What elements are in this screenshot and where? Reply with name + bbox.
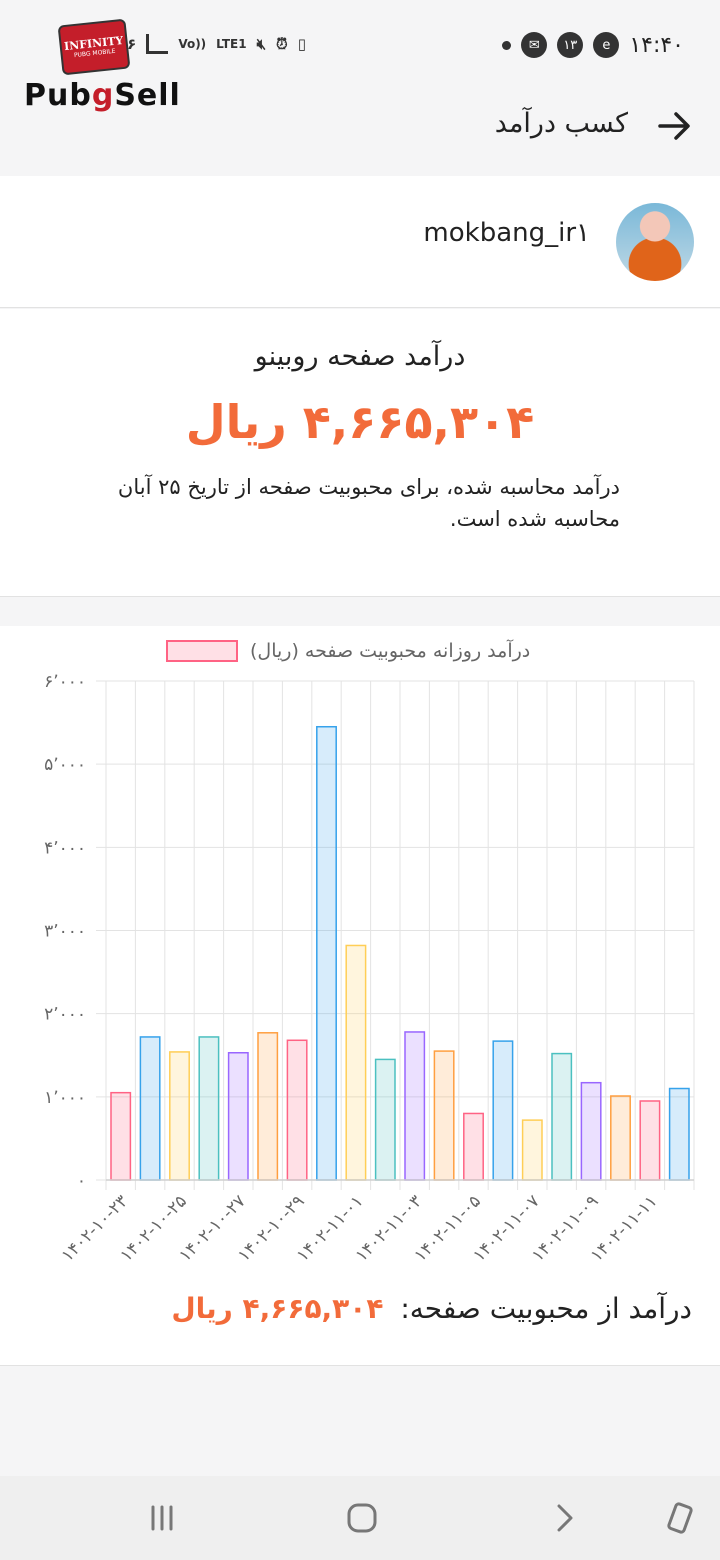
income-amount: ۴,۶۶۵,۳۰۴ ریال: [185, 395, 535, 449]
mail-settings-icon: ✉: [521, 32, 548, 58]
home-button[interactable]: [340, 1496, 384, 1540]
income-heading: درآمد صفحه روبینو: [254, 341, 466, 372]
alarm-icon: ⏰︎: [276, 35, 288, 53]
network-type-label: LTE1: [216, 37, 247, 51]
y-tick-label: ۵٬۰۰۰: [44, 755, 86, 775]
chart-bar[interactable]: [639, 1100, 661, 1181]
system-nav-bar: [0, 1476, 720, 1560]
legend-label: درآمد روزانه محبوبیت صفحه (ریال): [250, 640, 531, 662]
back-chevron-icon: [557, 1504, 573, 1532]
legend-swatch: [166, 640, 238, 662]
chart-bar[interactable]: [227, 1052, 249, 1181]
chart-bar[interactable]: [404, 1031, 426, 1181]
chart-bar[interactable]: [668, 1087, 690, 1181]
arrow-right-icon: [658, 112, 690, 140]
chart-bar[interactable]: [110, 1091, 132, 1181]
chart-bar[interactable]: [286, 1039, 308, 1181]
chart-bar[interactable]: [198, 1036, 220, 1181]
chart-bar[interactable]: [345, 944, 367, 1181]
chart-bar[interactable]: [139, 1036, 161, 1181]
chart-bar[interactable]: [374, 1058, 396, 1181]
total-income-label: درآمد از محبوبیت صفحه:: [400, 1292, 692, 1325]
chart-bar[interactable]: [257, 1032, 279, 1181]
income-summary-card: درآمد صفحه روبینو ۴,۶۶۵,۳۰۴ ریال درآمد م…: [0, 309, 720, 597]
y-tick-label: ۴٬۰۰۰: [44, 838, 86, 858]
status-left-icons: ۷۶ Vo)) LTE1 🔇︎ ⏰︎ ▯: [118, 34, 306, 54]
nav-back-button[interactable]: [542, 1496, 586, 1540]
browser-app-icon: e: [593, 32, 620, 58]
signal-icon: [146, 34, 169, 54]
total-income-value: ۴,۶۶۵,۳۰۴ ریال: [171, 1292, 384, 1325]
rotate-button[interactable]: [658, 1496, 702, 1540]
network-type-top: Vo)): [178, 37, 207, 51]
status-right-icons: ✉ ۱۳ e ۱۴:۴۰: [502, 32, 684, 58]
income-description: درآمد محاسبه شده، برای محبوبیت صفحه از ت…: [117, 475, 620, 531]
watermark-brand-logo: PubgSell: [24, 78, 181, 113]
chart-bar[interactable]: [580, 1081, 602, 1181]
battery-icon: ▯: [297, 35, 306, 53]
chart-bar[interactable]: [551, 1052, 573, 1181]
y-tick-label: ۰: [77, 1171, 86, 1191]
brand-part-a: Pub: [24, 78, 92, 113]
recent-apps-button[interactable]: [140, 1496, 184, 1540]
page-title: کسب درآمد: [494, 108, 628, 139]
avatar: [616, 203, 694, 281]
chart-bar[interactable]: [521, 1119, 543, 1181]
chart-legend[interactable]: درآمد روزانه محبوبیت صفحه (ریال): [166, 640, 530, 662]
status-time: ۱۴:۴۰: [629, 32, 684, 58]
y-tick-label: ۳٬۰۰۰: [44, 922, 86, 942]
username: mokbang_ir۱: [423, 218, 590, 248]
brand-part-b: Sell: [114, 78, 181, 113]
y-tick-label: ۶٬۰۰۰: [44, 672, 86, 692]
rotate-icon: [667, 1502, 693, 1534]
y-tick-label: ۲٬۰۰۰: [44, 1005, 86, 1025]
mute-icon: 🔇︎: [256, 35, 267, 53]
back-button[interactable]: [652, 104, 696, 148]
y-tick-label: ۱٬۰۰۰: [44, 1088, 86, 1108]
chart-bar[interactable]: [316, 725, 337, 1181]
chart-bar[interactable]: [610, 1095, 631, 1181]
chart-bar[interactable]: [169, 1051, 190, 1181]
chart-bar[interactable]: [492, 1040, 514, 1181]
watermark-badge-logo: INFINITY PUBG MOBILE: [57, 18, 131, 76]
income-bar-chart: ۰۱٬۰۰۰۲٬۰۰۰۳٬۰۰۰۴٬۰۰۰۵٬۰۰۰۶٬۰۰۰۱۴۰۲-۱۰-۲…: [44, 672, 695, 1266]
total-income-line: درآمد از محبوبیت صفحه: ۴,۶۶۵,۳۰۴ ریال: [171, 1292, 692, 1325]
chart-bar[interactable]: [463, 1112, 484, 1181]
brand-part-g: g: [91, 78, 115, 113]
recent-apps-icon: [151, 1505, 173, 1531]
chart-card: ۰ ۱٬۰۰۰ ۲٬۰۰۰ ۳٬۰۰۰ ۴٬۰۰۰ ۵٬۰۰۰ ۶٬۰۰۰ ۱۴۰۲-۱۰-۲…: [0, 626, 720, 1366]
home-icon: [347, 1503, 377, 1533]
profile-card[interactable]: mokbang_ir۱: [0, 176, 720, 308]
notification-dot-icon: [502, 40, 512, 50]
chart-bar[interactable]: [433, 1050, 455, 1181]
notification-count-badge: ۱۳: [557, 32, 584, 58]
